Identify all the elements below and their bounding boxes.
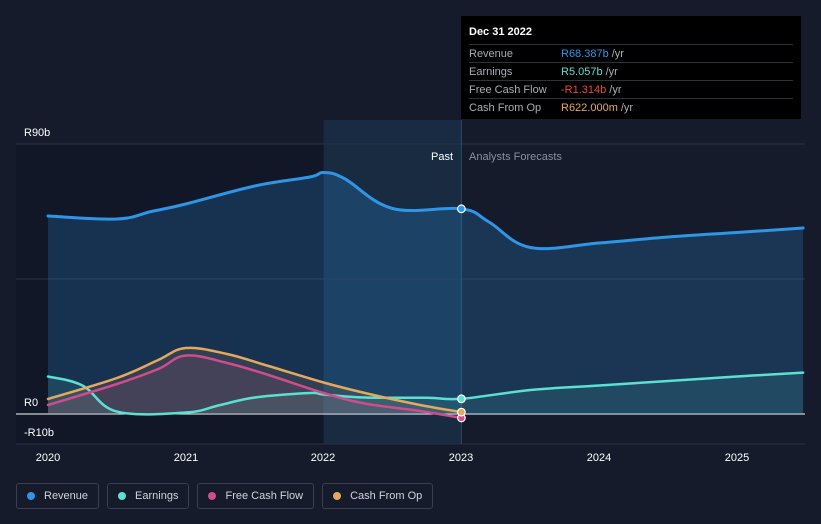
legend-item-earnings[interactable]: Earnings	[107, 483, 190, 509]
tooltip-unit: /yr	[620, 101, 634, 114]
legend-dot-icon	[333, 492, 342, 500]
tooltip-label: Cash From Op	[469, 101, 542, 114]
tooltip-value: R622.000m	[561, 101, 618, 114]
marker-earnings	[457, 394, 466, 404]
chart-background	[16, 120, 462, 444]
x-tick-label-2020: 2020	[36, 452, 60, 464]
tooltip-value: -R1.314b	[561, 83, 607, 96]
data-tooltip: Dec 31 2022 Revenue R68.387b /yr Earning…	[461, 16, 801, 119]
tooltip-value: R5.057b	[561, 65, 603, 78]
y-tick-label-top: R90b	[24, 127, 50, 139]
legend-label: Earnings	[135, 490, 179, 502]
x-tick-label-2021: 2021	[174, 452, 198, 464]
legend-label: Free Cash Flow	[225, 490, 304, 502]
legend-label: Cash From Op	[350, 490, 423, 502]
tooltip-value: R68.387b	[561, 47, 609, 60]
axis-labels: R90b R0 -R10b 2020 2021 2022 2023 2024 2…	[24, 127, 749, 464]
legend-label: Revenue	[44, 490, 89, 502]
legend-dot-icon	[118, 492, 127, 500]
y-tick-label-bottom: -R10b	[24, 427, 54, 439]
tooltip-date: Dec 31 2022	[469, 26, 532, 38]
line-earnings	[46, 371, 805, 416]
tooltip-row-cash-from-op: Cash From Op R622.000m /yr	[469, 98, 793, 116]
line-revenue	[46, 170, 805, 251]
legend-item-revenue[interactable]: Revenue	[16, 483, 100, 509]
marker-revenue	[457, 204, 466, 214]
legend-dot-icon	[208, 492, 217, 500]
y-tick-label-zero: R0	[24, 397, 38, 409]
line-free-cash-flow	[46, 354, 463, 420]
x-tick-label-2024: 2024	[587, 452, 611, 464]
tooltip-row-free-cash-flow: Free Cash Flow -R1.314b /yr	[469, 80, 793, 98]
tooltip-label: Earnings	[469, 65, 513, 78]
x-tick-label-2023: 2023	[449, 452, 473, 464]
tooltip-unit: /yr	[611, 47, 624, 60]
highlight-markers	[457, 204, 466, 423]
line-cash-from-op	[46, 346, 463, 414]
tooltip-label: Free Cash Flow	[469, 83, 547, 96]
legend-item-cash-from-op[interactable]: Cash From Op	[322, 483, 434, 509]
area-revenue	[48, 172, 804, 414]
tooltip-row-revenue: Revenue R68.387b /yr	[469, 44, 793, 62]
tooltip-label: Revenue	[469, 47, 514, 60]
marker-cash-from-op	[457, 407, 466, 417]
chart-legend: Revenue Earnings Free Cash Flow Cash Fro…	[16, 483, 434, 511]
legend-dot-icon	[27, 492, 35, 500]
series-lines	[46, 170, 805, 420]
forecast-label: Analysts Forecasts	[469, 151, 562, 163]
highlight-band	[323, 120, 462, 444]
x-tick-label-2025: 2025	[725, 452, 749, 464]
tooltip-unit: /yr	[609, 83, 622, 96]
x-tick-label-2022: 2022	[311, 452, 335, 464]
past-label: Past	[431, 151, 453, 163]
tooltip-unit: /yr	[605, 65, 618, 78]
tooltip-row-earnings: Earnings R5.057b /yr	[469, 62, 793, 80]
area-earnings	[48, 372, 804, 415]
legend-item-free-cash-flow[interactable]: Free Cash Flow	[197, 483, 315, 509]
